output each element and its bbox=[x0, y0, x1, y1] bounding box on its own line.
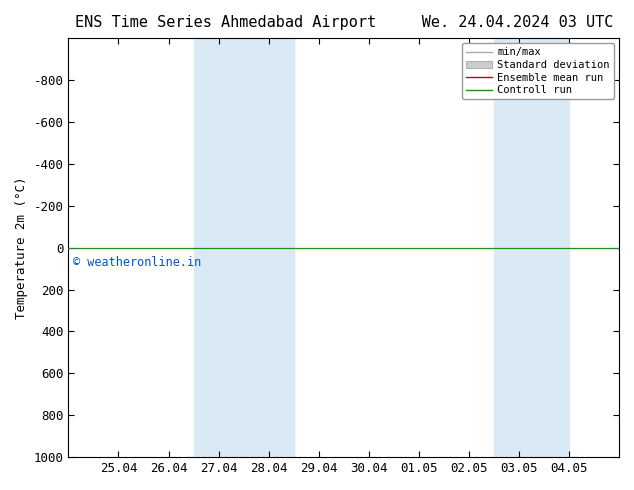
Bar bbox=[494, 38, 569, 457]
Bar bbox=[193, 38, 294, 457]
Text: © weatheronline.in: © weatheronline.in bbox=[74, 256, 202, 269]
Legend: min/max, Standard deviation, Ensemble mean run, Controll run: min/max, Standard deviation, Ensemble me… bbox=[462, 43, 614, 99]
Y-axis label: Temperature 2m (°C): Temperature 2m (°C) bbox=[15, 176, 28, 319]
Title: ENS Time Series Ahmedabad Airport     We. 24.04.2024 03 UTC: ENS Time Series Ahmedabad Airport We. 24… bbox=[75, 15, 613, 30]
